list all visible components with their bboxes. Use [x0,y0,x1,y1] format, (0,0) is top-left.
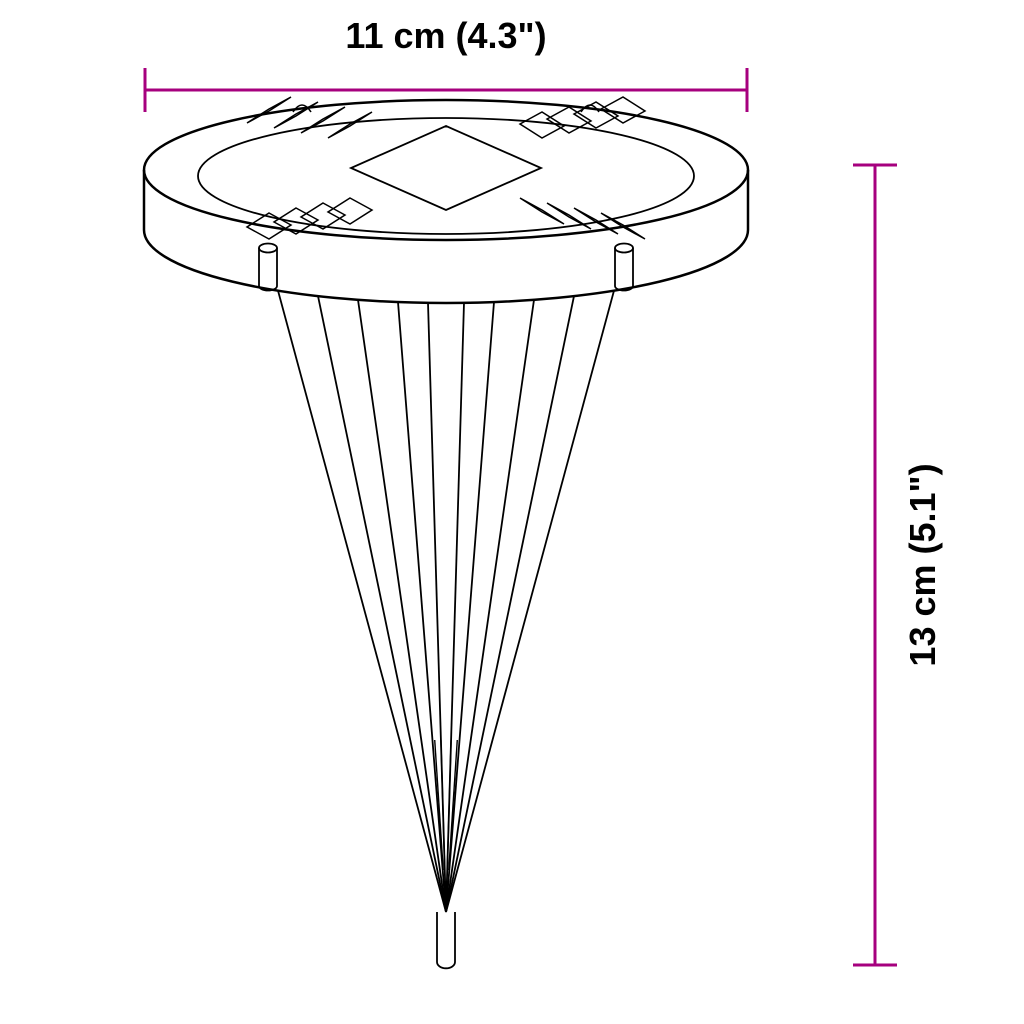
technical-drawing: 11 cm (4.3") 13 cm (5.1") [0,0,1024,1024]
dimension-height-label: 13 cm (5.1") [902,463,943,666]
dimension-width-label: 11 cm (4.3") [345,15,546,56]
